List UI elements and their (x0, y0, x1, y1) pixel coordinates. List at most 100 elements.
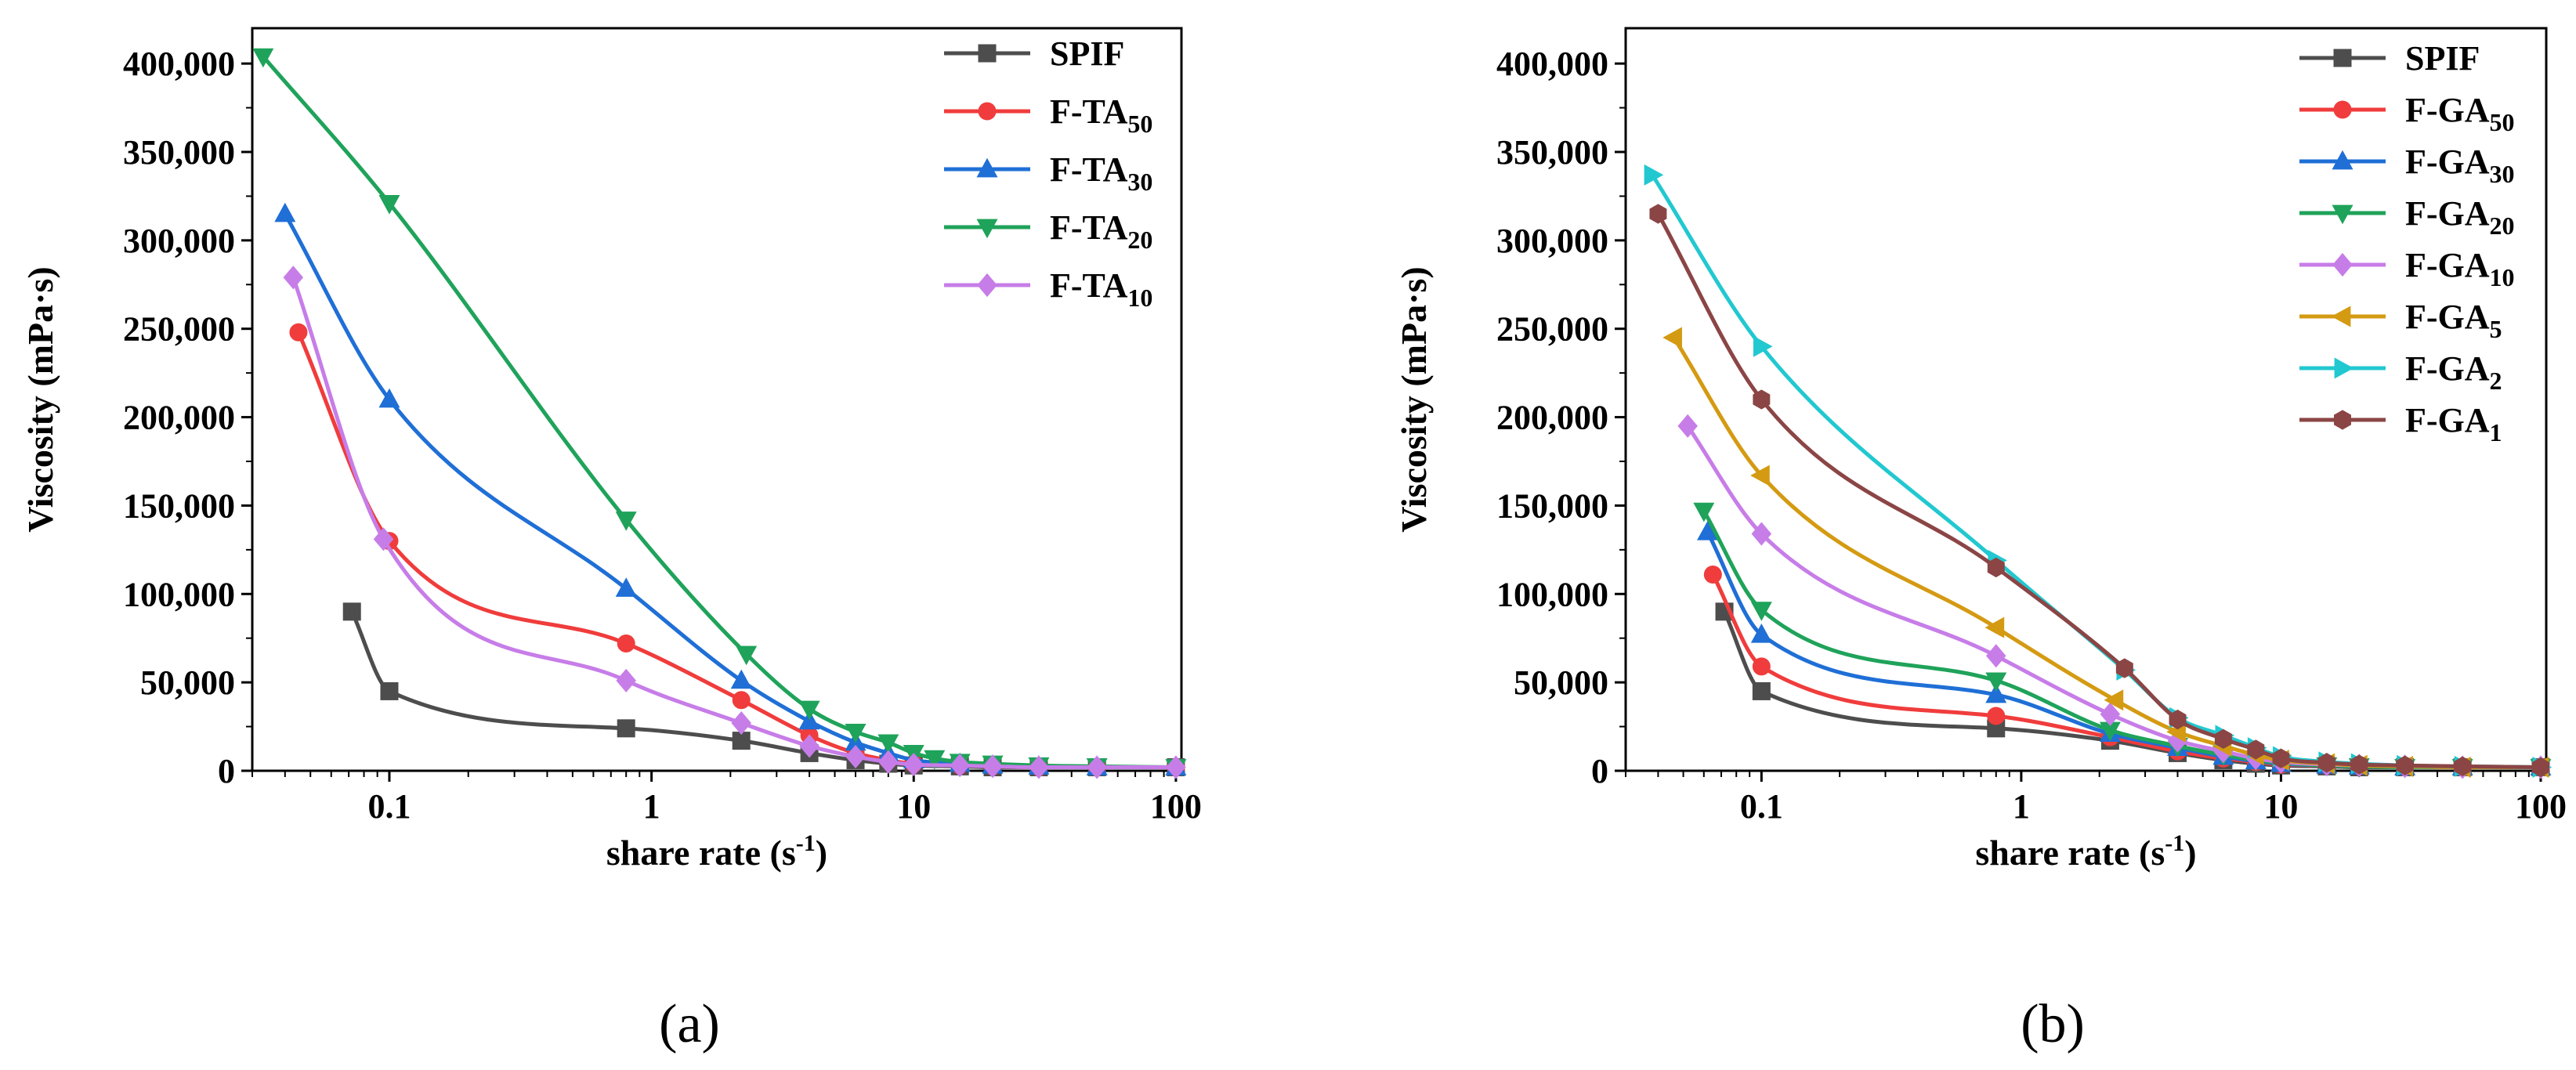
legend-label-name: F-TA (1050, 150, 1128, 189)
data-point (1753, 335, 1773, 357)
data-point (373, 527, 394, 551)
data-point (1750, 602, 1772, 621)
legend-label-sub: 10 (2490, 263, 2515, 291)
legend-marker (2332, 204, 2353, 225)
y-tick-label: 50,000 (1514, 663, 1608, 702)
series-spif (1715, 602, 2550, 776)
data-point (1986, 644, 2006, 668)
data-point (1985, 683, 2007, 703)
legend-marker (2331, 305, 2351, 327)
data-point (1752, 681, 1771, 700)
legend-marker (978, 44, 997, 63)
x-axis-title-text: share rate (s (1975, 833, 2165, 873)
data-point (845, 723, 867, 743)
legend-label: F-TA50 (1050, 92, 1152, 138)
legend-label-name: F-TA (1050, 208, 1128, 247)
data-point (2396, 755, 2414, 775)
legend-label: SPIF (1050, 34, 1124, 73)
x-tick-label: 10 (2263, 787, 2298, 826)
data-point (283, 266, 304, 290)
legend-marker (2332, 252, 2353, 277)
legend-label: F-GA50 (2405, 91, 2515, 136)
data-point (617, 719, 635, 738)
legend-label: F-GA20 (2405, 194, 2515, 240)
y-tick-label: 100,000 (123, 575, 235, 613)
plot-frame (1624, 27, 2548, 772)
data-point (615, 577, 637, 597)
data-point (2317, 753, 2335, 773)
data-point (2100, 702, 2121, 726)
data-point (799, 734, 819, 758)
data-point (2104, 689, 2124, 711)
data-point (732, 691, 751, 710)
legend-label: SPIF (2405, 39, 2480, 78)
legend-label-name: F-GA (2405, 349, 2490, 388)
y-tick-label: 100,000 (1496, 575, 1608, 613)
x-tick-label: 100 (1150, 787, 1202, 826)
data-point (950, 754, 970, 778)
legend-label-sub: 5 (2490, 315, 2502, 343)
x-axis-title-sup: -1 (2165, 830, 2184, 856)
data-point (1677, 414, 1698, 438)
data-point (1752, 657, 1771, 676)
series-line (291, 277, 1176, 769)
x-tick-label: 1 (2013, 787, 2030, 826)
legend-label-sub: 20 (2490, 211, 2515, 240)
y-tick-label: 200,000 (1496, 399, 1608, 437)
data-point (1751, 522, 1772, 546)
data-point (2454, 756, 2472, 777)
y-tick-label: 0 (218, 752, 235, 790)
data-point (845, 744, 866, 769)
data-point (982, 754, 1003, 779)
y-tick-label: 200,000 (123, 399, 235, 437)
x-tick-label: 100 (2515, 787, 2567, 826)
legend-label-name: F-TA (1050, 266, 1128, 305)
legend-marker (2334, 357, 2354, 379)
x-tick-label: 10 (896, 787, 931, 826)
legend-marker (2333, 49, 2352, 67)
legend-label-sub: 50 (2490, 108, 2515, 136)
data-point (252, 48, 274, 68)
data-point (380, 681, 399, 700)
data-point (1693, 502, 1715, 522)
data-point (2247, 739, 2265, 760)
x-axis-title: share rate (s-1) (606, 830, 827, 873)
data-point (1984, 616, 2005, 638)
y-tick-label: 400,000 (1496, 45, 1608, 83)
legend-label: F-GA5 (2405, 298, 2502, 343)
y-tick-label: 300,000 (123, 222, 235, 260)
x-axis-title-sup: -1 (796, 830, 816, 856)
data-point (731, 710, 751, 736)
x-axis-title: share rate (s-1) (1975, 830, 2196, 873)
data-point (1703, 565, 1722, 584)
legend-label-name: F-GA (2405, 298, 2490, 336)
data-point (617, 634, 635, 652)
x-tick-label: 1 (643, 787, 660, 826)
legend-marker (2332, 150, 2353, 170)
legend-label-name: SPIF (1050, 34, 1124, 73)
data-point (1750, 465, 1770, 486)
data-point (342, 602, 361, 621)
data-point (274, 202, 296, 222)
y-axis-title: Viscosity (mPa·s) (20, 266, 60, 532)
data-point (2272, 748, 2290, 768)
legend-label: F-TA10 (1050, 266, 1152, 312)
legend-label-name: F-GA (2405, 194, 2490, 233)
legend-marker (2333, 100, 2352, 119)
legend-label: F-TA30 (1050, 150, 1152, 196)
data-point (615, 512, 637, 531)
legend-marker (976, 219, 998, 239)
data-point (1985, 672, 2007, 692)
y-tick-label: 50,000 (140, 663, 235, 702)
x-axis-title-tail: ) (2184, 833, 2196, 873)
data-point (1662, 327, 1682, 349)
series-f-ta10 (283, 266, 1186, 779)
data-point (1750, 623, 1772, 643)
panel-label: (b) (2021, 994, 2085, 1054)
legend-label: F-GA10 (2405, 246, 2515, 291)
series-line (1656, 212, 2541, 769)
legend-label-name: F-GA (2405, 143, 2490, 181)
y-tick-label: 250,000 (123, 310, 235, 349)
legend-label-name: F-GA (2405, 246, 2490, 284)
data-point (289, 323, 308, 342)
